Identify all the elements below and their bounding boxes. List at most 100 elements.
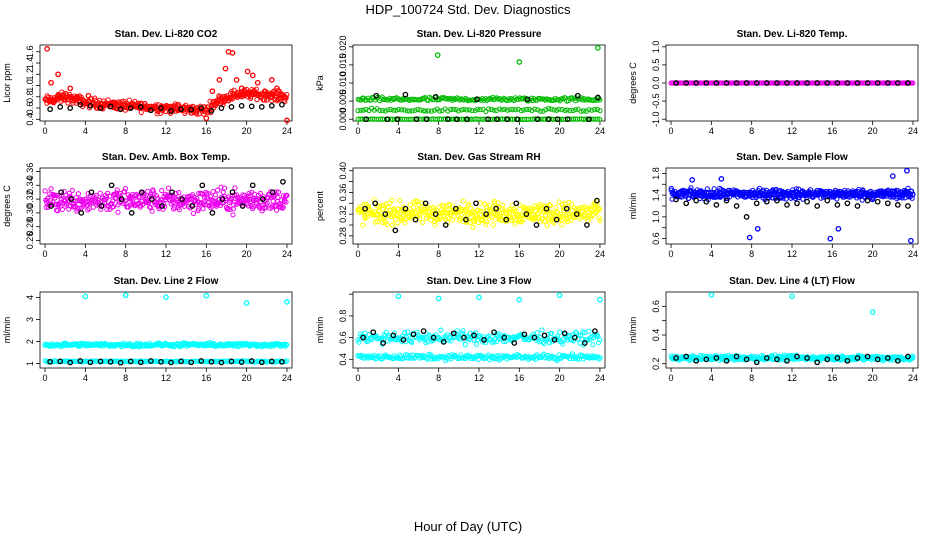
data-point — [258, 359, 265, 366]
data-point — [215, 187, 221, 193]
panel-1: Stan. Dev. Li-820 CO2 Licor ppm 0 4 8 12 16 20 2… — [2, 29, 293, 136]
data-point — [763, 198, 770, 205]
data-point — [432, 222, 438, 228]
data-point — [521, 331, 528, 338]
data-point — [248, 103, 255, 110]
data-point — [412, 216, 419, 223]
data-point — [753, 80, 760, 86]
data-point — [382, 108, 388, 114]
data-point — [561, 330, 568, 337]
x-tick-label: 12 — [787, 373, 797, 383]
data-point — [406, 333, 412, 339]
data-point — [208, 358, 215, 365]
data-point — [244, 68, 251, 75]
y-axis-label: Licor ppm — [2, 63, 12, 103]
panel-title: Stan. Dev. Li-820 CO2 — [115, 29, 218, 40]
data-point — [420, 108, 427, 114]
data-point — [118, 196, 125, 202]
data-point — [453, 116, 460, 123]
x-tick-label: 8 — [123, 126, 128, 136]
data-point — [490, 222, 496, 228]
data-point — [703, 80, 710, 86]
data-point — [471, 332, 477, 339]
data-point — [453, 331, 459, 337]
data-point — [571, 205, 578, 211]
data-point — [218, 105, 225, 111]
data-point — [198, 358, 205, 364]
data-point — [107, 358, 114, 365]
data-point — [683, 80, 690, 86]
data-point — [62, 198, 69, 204]
data-point — [553, 204, 559, 210]
x-tick-label: 0 — [669, 126, 674, 136]
data-point — [400, 336, 407, 343]
data-point — [402, 205, 409, 212]
data-point — [597, 337, 603, 343]
data-point — [127, 105, 134, 111]
data-point — [430, 334, 437, 341]
data-point — [409, 108, 415, 114]
data-point — [804, 198, 810, 205]
data-point — [532, 106, 538, 112]
data-point — [253, 86, 259, 92]
data-point — [774, 356, 780, 363]
data-point — [440, 354, 446, 360]
data-point — [544, 222, 550, 229]
data-point — [713, 355, 720, 361]
data-point — [284, 117, 290, 124]
y-tick-label: 0.6 — [338, 331, 348, 344]
data-point — [278, 91, 284, 97]
data-point — [864, 197, 871, 204]
x-tick-label: 16 — [201, 126, 211, 136]
y-axis-label: kPa — [315, 75, 325, 91]
data-point — [380, 340, 387, 346]
data-point — [784, 80, 790, 86]
data-point — [197, 106, 204, 113]
data-point — [526, 106, 532, 113]
data-point — [763, 355, 770, 361]
data-point — [165, 185, 172, 191]
data-point — [158, 358, 164, 365]
data-point — [528, 207, 534, 213]
data-point — [596, 206, 603, 212]
y-tick-label: 0.28 — [338, 227, 348, 245]
data-point — [228, 358, 235, 365]
data-point — [547, 202, 553, 209]
data-point — [149, 208, 155, 214]
data-point — [274, 85, 280, 92]
data-point — [363, 116, 369, 123]
y-axis-label: ml/min — [628, 317, 638, 344]
data-point — [78, 210, 85, 216]
data-point — [763, 80, 770, 86]
data-point — [568, 201, 575, 207]
data-point — [159, 203, 165, 209]
data-point — [388, 107, 394, 113]
data-point — [586, 328, 592, 334]
data-point — [581, 340, 588, 346]
data-point — [232, 185, 238, 191]
data-point — [181, 105, 187, 111]
data-point — [474, 341, 480, 347]
data-point — [415, 106, 421, 113]
data-point — [491, 200, 498, 206]
y-tick-label: 0.32 — [25, 190, 35, 208]
x-tick-label: 4 — [709, 249, 714, 259]
x-tick-label: 24 — [908, 126, 918, 136]
data-point — [284, 358, 290, 364]
y-tick-label: 0.8 — [25, 91, 35, 104]
data-point — [87, 359, 94, 366]
data-point — [411, 204, 417, 210]
data-point — [194, 111, 200, 117]
data-point — [268, 358, 275, 365]
data-point — [504, 107, 510, 113]
data-point — [372, 200, 379, 207]
data-point — [510, 107, 516, 113]
data-point — [77, 101, 84, 108]
x-tick-label: 8 — [749, 126, 754, 136]
data-point — [97, 190, 103, 196]
data-point — [137, 104, 144, 110]
data-point — [673, 80, 679, 86]
data-point — [683, 353, 690, 360]
panel-4: Stan. Dev. Amb. Box Temp. degrees C 0 4 8 12 1… — [2, 152, 293, 259]
